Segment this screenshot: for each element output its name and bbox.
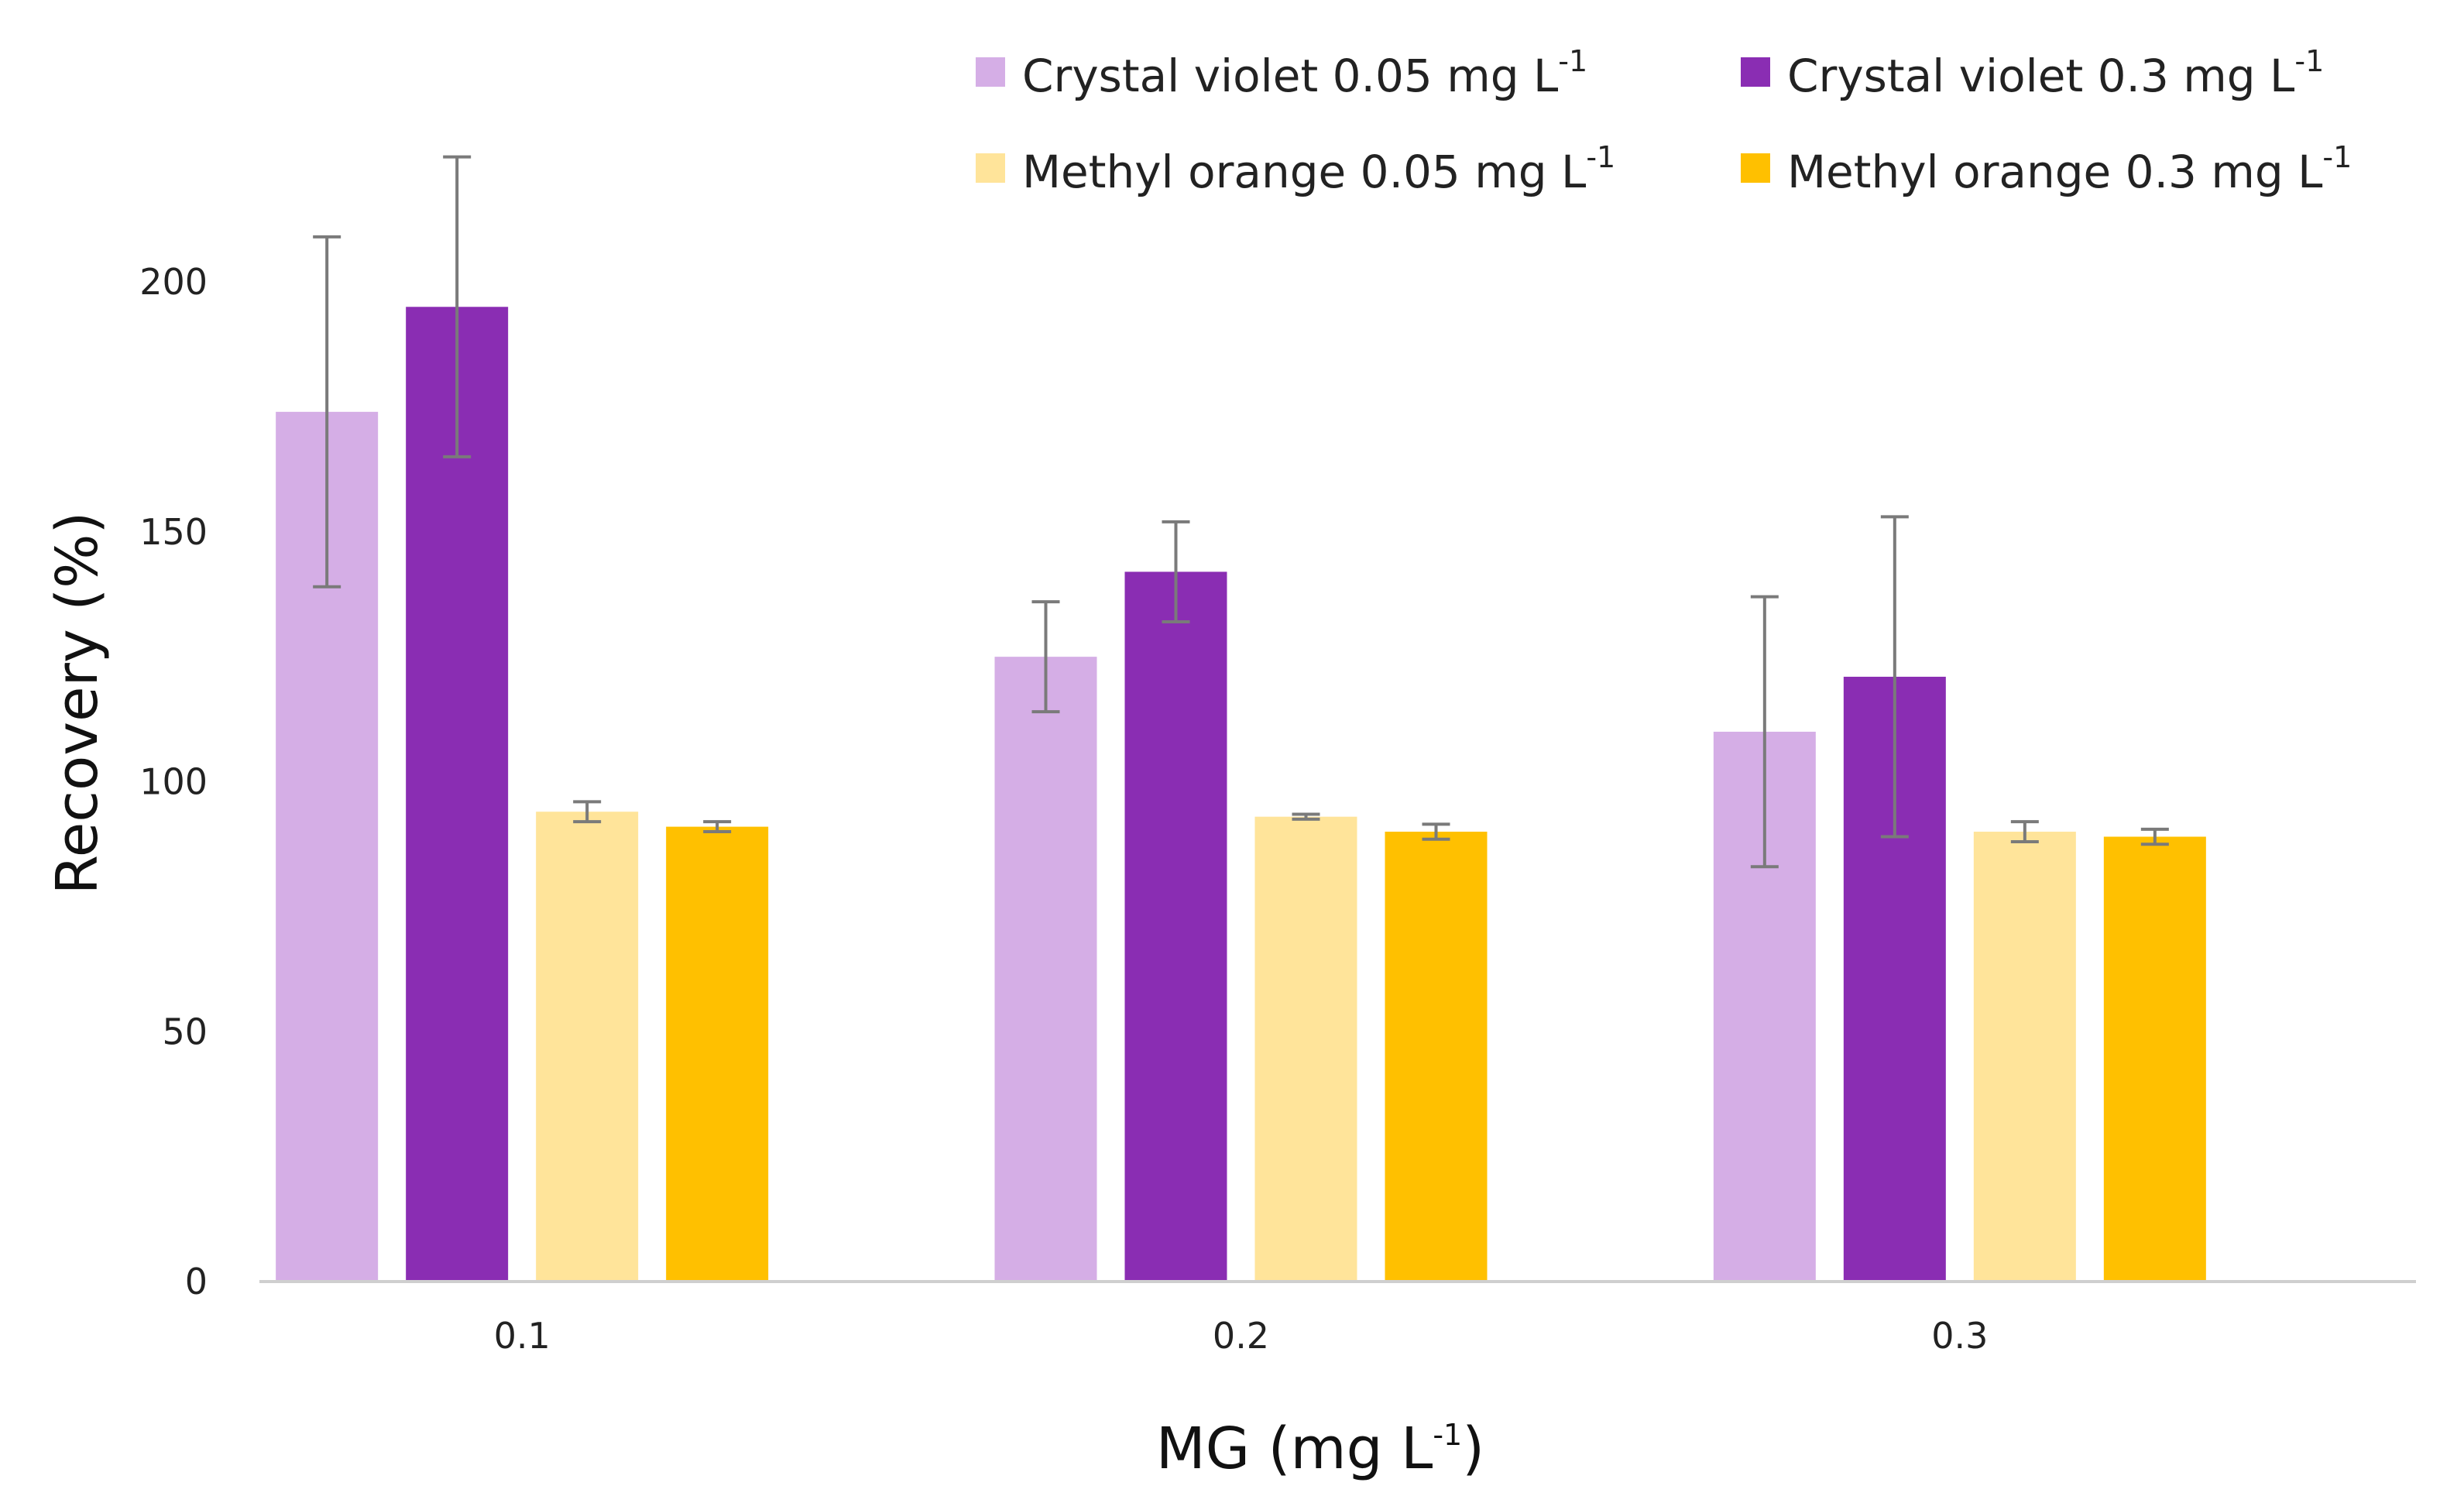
legend-swatch bbox=[1741, 153, 1770, 183]
legend-label-text: Methyl orange 0.05 mg L bbox=[1022, 146, 1586, 198]
y-axis: 0 50 100 150 200 bbox=[139, 261, 208, 1302]
bar bbox=[666, 826, 769, 1282]
bar bbox=[536, 812, 639, 1282]
y-tick-label: 200 bbox=[139, 261, 208, 303]
bars bbox=[276, 307, 2206, 1282]
legend-label-sup: -1 bbox=[1586, 140, 1615, 174]
x-axis: 0.1 0.2 0.3 bbox=[494, 1315, 1989, 1357]
y-tick-label: 0 bbox=[185, 1261, 208, 1302]
legend: Crystal violet 0.05 mg L-1 Crystal violet… bbox=[976, 44, 2352, 198]
x-tick-label: 0.2 bbox=[1213, 1315, 1269, 1357]
x-axis-title-sup: -1 bbox=[1433, 1418, 1462, 1452]
legend-item: Methyl orange 0.3 mg L-1 bbox=[1741, 140, 2352, 198]
y-tick-label: 100 bbox=[139, 761, 208, 803]
legend-label-sup: -1 bbox=[2322, 140, 2352, 174]
legend-label-text: Crystal violet 0.3 mg L bbox=[1787, 50, 2294, 102]
bar bbox=[2103, 836, 2206, 1282]
legend-item: Crystal violet 0.05 mg L-1 bbox=[976, 44, 1587, 102]
legend-label-sup: -1 bbox=[1558, 44, 1587, 78]
x-tick-label: 0.3 bbox=[1931, 1315, 1988, 1357]
error-bars bbox=[313, 155, 2169, 869]
bar bbox=[994, 657, 1097, 1282]
legend-label: Methyl orange 0.3 mg L-1 bbox=[1787, 140, 2352, 198]
x-axis-title-close: ) bbox=[1462, 1416, 1484, 1482]
legend-label-text: Crystal violet 0.05 mg L bbox=[1022, 50, 1558, 102]
x-tick-label: 0.1 bbox=[494, 1315, 551, 1357]
legend-item: Crystal violet 0.3 mg L-1 bbox=[1741, 44, 2324, 102]
bar bbox=[1973, 832, 2076, 1282]
bar bbox=[406, 307, 509, 1282]
y-axis-title: Recovery (%) bbox=[44, 512, 111, 895]
legend-item: Methyl orange 0.05 mg L-1 bbox=[976, 140, 1615, 198]
legend-label: Crystal violet 0.3 mg L-1 bbox=[1787, 44, 2324, 102]
legend-label: Crystal violet 0.05 mg L-1 bbox=[1022, 44, 1587, 102]
x-axis-title-main: MG (mg L bbox=[1156, 1416, 1433, 1482]
bar bbox=[1254, 816, 1357, 1282]
legend-swatch bbox=[1741, 57, 1770, 87]
legend-label-text: Methyl orange 0.3 mg L bbox=[1787, 146, 2322, 198]
y-tick-label: 150 bbox=[139, 511, 208, 553]
bar bbox=[1124, 571, 1227, 1282]
legend-swatch bbox=[976, 57, 1005, 87]
x-axis-title: MG (mg L-1) bbox=[1156, 1416, 1484, 1482]
y-tick-label: 50 bbox=[162, 1011, 208, 1052]
legend-label-sup: -1 bbox=[2294, 44, 2324, 78]
legend-swatch bbox=[976, 153, 1005, 183]
bar bbox=[1385, 832, 1488, 1282]
legend-label: Methyl orange 0.05 mg L-1 bbox=[1022, 140, 1615, 198]
